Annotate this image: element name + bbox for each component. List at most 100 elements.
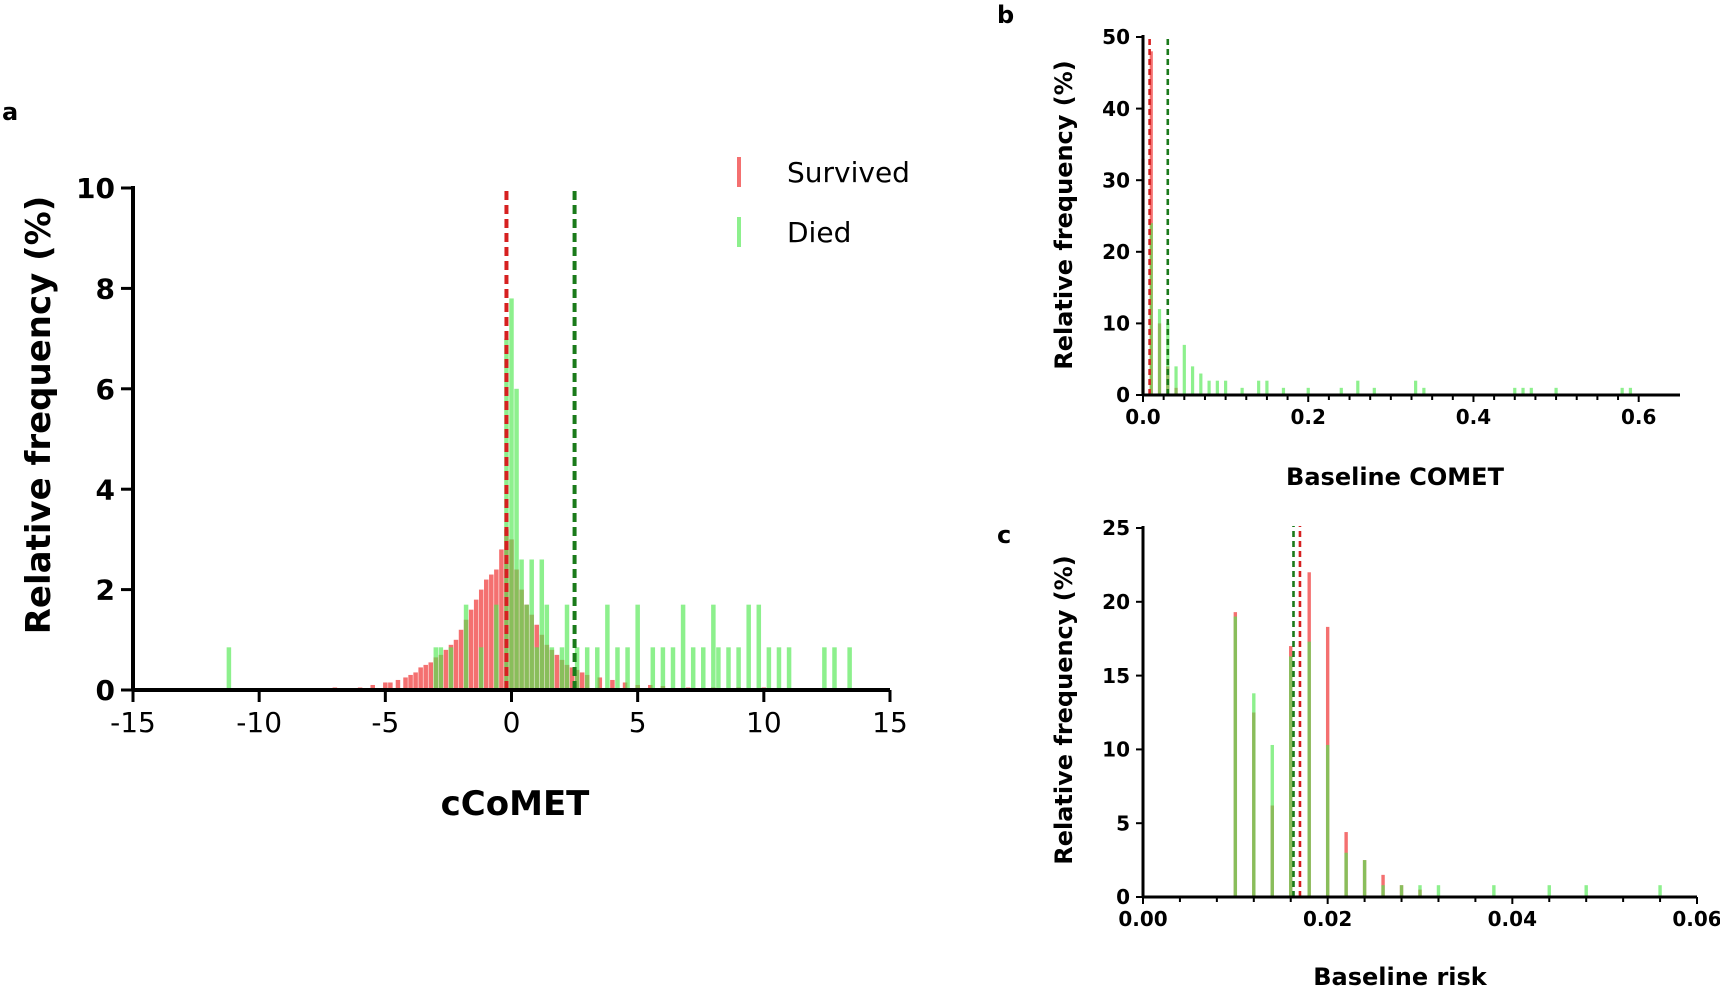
bar-died <box>1554 387 1558 395</box>
bar-survived <box>489 574 494 690</box>
bar-survived <box>648 684 653 690</box>
bar-survived <box>403 677 408 690</box>
bar-died <box>448 647 454 690</box>
bar-survived <box>383 682 388 690</box>
bar-died <box>786 647 792 690</box>
x-tick-label: 0 <box>503 706 521 739</box>
panel-c-median-lines <box>1292 526 1302 897</box>
bar-died <box>1252 693 1256 897</box>
bar-died <box>549 647 555 690</box>
bar-survived <box>395 679 401 690</box>
panel-c-axes: 0.00 0.02 0.04 0.06 0 5 10 15 20 25 <box>1102 516 1720 931</box>
bar-survived <box>473 599 479 690</box>
legend-label-survived: Survived <box>787 156 910 189</box>
y-tick-label: 8 <box>96 272 115 305</box>
bar-died <box>822 647 827 690</box>
x-tick-label: 10 <box>746 706 782 739</box>
bar-died <box>1628 387 1633 395</box>
bar-died <box>670 647 676 690</box>
bar-died <box>534 647 539 690</box>
bar-died <box>1513 387 1517 395</box>
bar-survived <box>443 649 449 690</box>
x-tick-label: 0.0 <box>1125 405 1160 429</box>
x-tick-label: 0.00 <box>1118 907 1167 931</box>
bar-survived <box>478 589 484 690</box>
bar-died <box>766 647 772 690</box>
y-tick-label: 6 <box>96 373 115 406</box>
bar-died <box>1199 373 1203 395</box>
bar-died <box>226 647 232 690</box>
bar-died <box>1658 885 1662 897</box>
bar-died <box>605 604 610 690</box>
bar-died <box>847 647 852 690</box>
bar-died <box>1418 885 1422 897</box>
x-tick-label: 0.4 <box>1456 405 1491 429</box>
bar-died <box>1584 885 1588 897</box>
y-tick-label: 5 <box>1116 811 1130 835</box>
bar-died <box>1174 366 1178 395</box>
bar-survived <box>423 664 428 690</box>
x-tick-label: 0.6 <box>1621 405 1656 429</box>
bar-survived <box>579 672 585 690</box>
y-tick-label: 0 <box>1116 885 1130 909</box>
y-tick-label: 10 <box>1102 312 1130 336</box>
bar-survived <box>554 654 560 690</box>
bar-died <box>776 647 782 690</box>
x-tick-label: -5 <box>371 706 399 739</box>
y-tick-label: 50 <box>1102 25 1130 49</box>
bar-died <box>1182 344 1186 395</box>
bar-died <box>1215 380 1219 395</box>
y-axis-title-a: Relative frequency (%) <box>19 196 59 635</box>
bar-survived <box>484 579 489 690</box>
bar-died <box>539 559 545 690</box>
bar-survived <box>622 682 628 690</box>
bar-died <box>519 559 524 690</box>
bar-died <box>635 604 640 690</box>
bar-died <box>1399 885 1404 897</box>
y-tick-label: 0 <box>96 674 115 707</box>
legend-swatch-survived <box>737 157 741 187</box>
bar-died <box>746 604 751 690</box>
bar-survived <box>428 662 433 690</box>
bar-died <box>478 647 484 690</box>
x-tick-label: 0.04 <box>1488 907 1537 931</box>
bar-died <box>1521 387 1525 395</box>
bar-survived <box>468 609 474 690</box>
bar-survived <box>499 549 504 690</box>
panel-c-bars <box>1233 572 1662 897</box>
bar-died <box>690 647 696 690</box>
bar-died <box>1372 387 1376 395</box>
bar-died <box>494 604 499 690</box>
bar-died <box>1422 387 1426 395</box>
bar-died <box>1157 309 1162 395</box>
bar-survived <box>453 639 459 690</box>
bar-survived <box>370 684 375 690</box>
bar-died <box>584 647 590 690</box>
bar-died <box>1414 380 1418 395</box>
bar-died <box>1307 641 1311 897</box>
bar-died <box>756 604 762 690</box>
bar-died <box>711 604 716 690</box>
bar-died <box>615 647 620 690</box>
bar-died <box>1240 387 1244 395</box>
bar-died <box>1381 885 1385 897</box>
panel-a-legend: Survived Died <box>737 156 910 249</box>
x-tick-label: -10 <box>236 706 282 739</box>
bar-survived <box>418 667 423 690</box>
panel-a: a -15 -10 -5 0 5 10 15 0 2 4 6 8 10 Survived Died cC… <box>2 98 910 824</box>
bar-died <box>832 647 837 690</box>
bar-died <box>1270 744 1274 897</box>
y-axis-title-b: Relative frequency (%) <box>1050 60 1078 370</box>
bar-died <box>1190 366 1195 395</box>
bar-died <box>650 647 656 690</box>
bar-died <box>1339 387 1343 395</box>
panel-b: b 0.0 0.2 0.4 0.6 0 10 20 30 40 50 Baseline COMET… <box>997 1 1680 491</box>
bar-died <box>514 388 519 690</box>
bar-died <box>736 647 741 690</box>
bar-died <box>438 647 444 690</box>
bar-died <box>564 604 570 690</box>
bar-died <box>544 604 550 690</box>
panel-c: c 0.00 0.02 0.04 0.06 0 5 10 15 20 25 Baseline ri… <box>997 516 1720 991</box>
x-tick-label: 5 <box>629 706 647 739</box>
